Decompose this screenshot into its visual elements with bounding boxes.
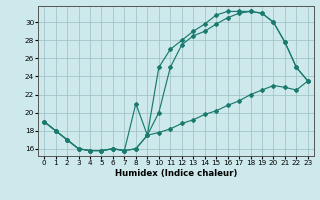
X-axis label: Humidex (Indice chaleur): Humidex (Indice chaleur) xyxy=(115,169,237,178)
